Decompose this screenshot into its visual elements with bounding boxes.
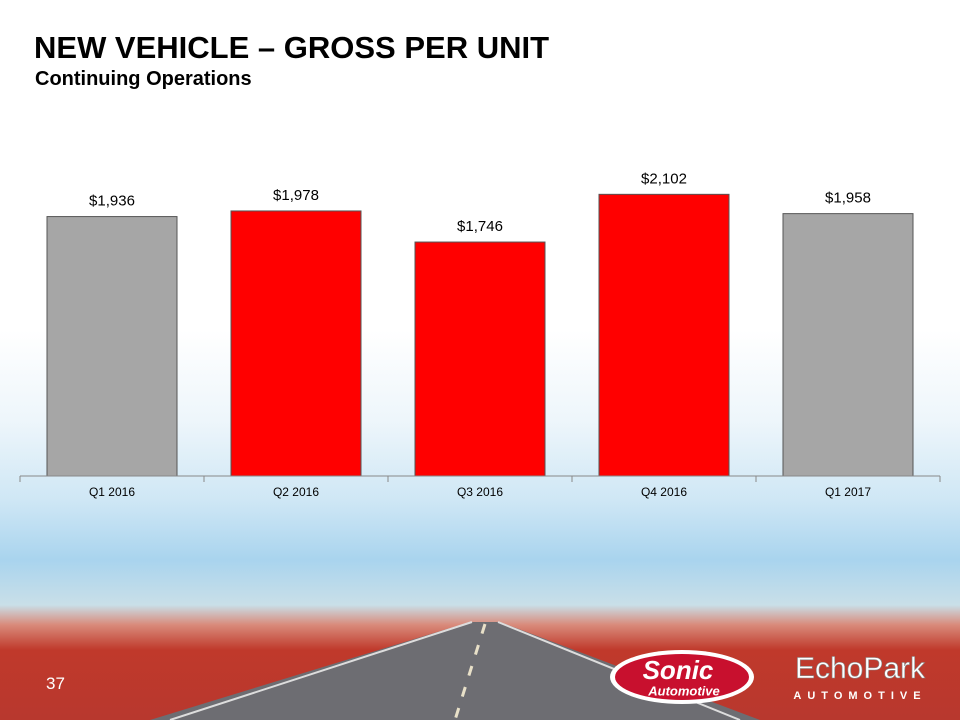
bar [782, 213, 914, 477]
x-tick-label: Q1 2017 [825, 485, 871, 499]
echopark-logo-subtext: AUTOMOTIVE [793, 690, 926, 702]
slide-subtitle: Continuing Operations [35, 68, 252, 90]
x-tick-label: Q4 2016 [641, 485, 687, 499]
sonic-logo-text: Sonic [643, 655, 714, 685]
echopark-logo-text: EchoPark [795, 652, 926, 685]
sonic-logo: Sonic Automotive [610, 650, 754, 704]
bar [414, 241, 546, 477]
data-label: $1,746 [457, 218, 503, 235]
data-label: $1,936 [89, 193, 135, 210]
chart: $1,936 Q1 2016 $1,978 Q2 2016 $1,746 Q3 2016 $… [19, 170, 941, 499]
bar [230, 210, 362, 477]
bar [46, 216, 178, 477]
x-tick-label: Q2 2016 [273, 485, 319, 499]
road-background [150, 621, 760, 720]
data-label: $2,102 [641, 170, 687, 187]
data-label: $1,958 [825, 190, 871, 207]
slide-title: NEW VEHICLE – GROSS PER UNIT [34, 30, 550, 65]
echopark-logo: EchoPark AUTOMOTIVE [793, 652, 926, 702]
x-tick-label: Q3 2016 [457, 485, 503, 499]
page-number: 37 [46, 674, 65, 693]
x-tick-label: Q1 2016 [89, 485, 135, 499]
sonic-logo-subtext: Automotive [647, 683, 720, 698]
data-label: $1,978 [273, 187, 319, 204]
bar [598, 193, 730, 477]
